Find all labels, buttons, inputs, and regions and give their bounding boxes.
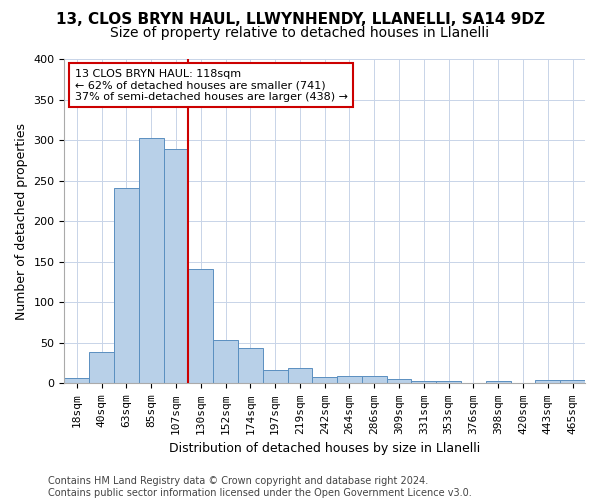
Text: Contains HM Land Registry data © Crown copyright and database right 2024.
Contai: Contains HM Land Registry data © Crown c… — [48, 476, 472, 498]
Bar — [412, 381, 436, 384]
Bar — [89, 352, 114, 384]
Bar — [535, 380, 560, 384]
X-axis label: Distribution of detached houses by size in Llanelli: Distribution of detached houses by size … — [169, 442, 481, 455]
Bar — [164, 149, 188, 384]
Bar — [386, 380, 412, 384]
Bar — [263, 370, 287, 384]
Bar — [560, 380, 585, 384]
Bar — [337, 376, 362, 384]
Text: 13 CLOS BRYN HAUL: 118sqm
← 62% of detached houses are smaller (741)
37% of semi: 13 CLOS BRYN HAUL: 118sqm ← 62% of detac… — [75, 68, 348, 102]
Bar — [213, 340, 238, 384]
Bar — [436, 381, 461, 384]
Bar — [188, 269, 213, 384]
Bar — [114, 188, 139, 384]
Bar — [238, 348, 263, 384]
Text: 13, CLOS BRYN HAUL, LLWYNHENDY, LLANELLI, SA14 9DZ: 13, CLOS BRYN HAUL, LLWYNHENDY, LLANELLI… — [56, 12, 545, 28]
Bar — [511, 382, 535, 384]
Y-axis label: Number of detached properties: Number of detached properties — [15, 122, 28, 320]
Bar — [486, 381, 511, 384]
Bar — [362, 376, 386, 384]
Bar — [287, 368, 313, 384]
Bar — [139, 138, 164, 384]
Bar — [313, 377, 337, 384]
Bar — [64, 378, 89, 384]
Text: Size of property relative to detached houses in Llanelli: Size of property relative to detached ho… — [110, 26, 490, 40]
